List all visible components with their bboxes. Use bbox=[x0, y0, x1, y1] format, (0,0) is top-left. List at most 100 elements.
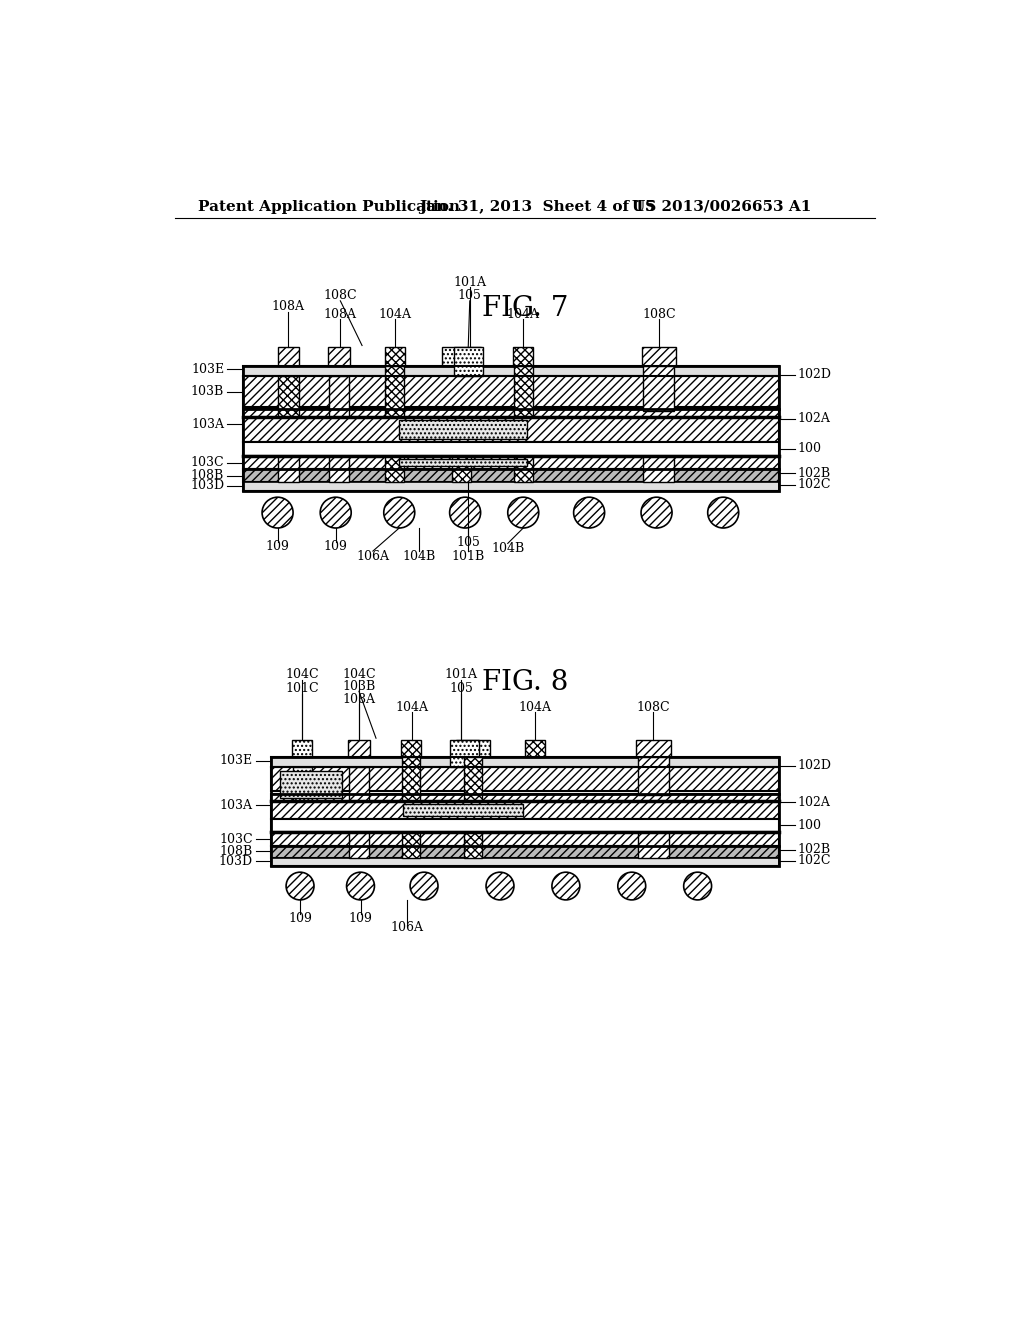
Bar bbox=[243, 409, 779, 442]
Bar bbox=[385, 455, 403, 482]
Bar bbox=[399, 459, 527, 466]
Text: 104B: 104B bbox=[492, 543, 524, 554]
Text: Jan. 31, 2013  Sheet 4 of 15: Jan. 31, 2013 Sheet 4 of 15 bbox=[419, 199, 655, 214]
Circle shape bbox=[286, 873, 314, 900]
Text: 109: 109 bbox=[265, 540, 290, 553]
Bar bbox=[278, 347, 299, 367]
Text: Patent Application Publication: Patent Application Publication bbox=[198, 199, 460, 214]
Bar bbox=[271, 818, 779, 832]
Bar bbox=[271, 758, 779, 767]
Circle shape bbox=[262, 498, 293, 528]
Bar bbox=[348, 739, 370, 758]
Bar bbox=[643, 455, 675, 482]
Text: 103E: 103E bbox=[220, 754, 253, 767]
Text: 103B: 103B bbox=[342, 680, 376, 693]
Bar bbox=[279, 455, 299, 482]
Text: 103B: 103B bbox=[190, 385, 224, 399]
Bar bbox=[638, 758, 669, 795]
Circle shape bbox=[617, 873, 646, 900]
Text: 104A: 104A bbox=[396, 701, 429, 714]
Text: 102C: 102C bbox=[798, 854, 831, 867]
Text: US 2013/0026653 A1: US 2013/0026653 A1 bbox=[632, 199, 811, 214]
Text: 103C: 103C bbox=[190, 455, 224, 469]
Text: 104A: 104A bbox=[507, 308, 540, 321]
Bar bbox=[328, 347, 349, 367]
Text: 108A: 108A bbox=[342, 693, 376, 706]
Circle shape bbox=[384, 498, 415, 528]
Text: 108B: 108B bbox=[219, 845, 253, 858]
Bar bbox=[271, 793, 779, 818]
Bar bbox=[464, 832, 482, 858]
Text: 101A: 101A bbox=[454, 276, 486, 289]
Bar bbox=[279, 376, 299, 417]
Bar bbox=[400, 739, 421, 758]
Bar bbox=[293, 767, 311, 800]
Bar bbox=[349, 767, 369, 800]
Bar bbox=[385, 347, 404, 367]
Text: 100: 100 bbox=[798, 442, 821, 455]
Text: 105: 105 bbox=[450, 682, 473, 696]
Text: 106A: 106A bbox=[356, 549, 389, 562]
Text: 105: 105 bbox=[457, 536, 480, 549]
Text: 108C: 108C bbox=[637, 701, 671, 714]
Bar bbox=[513, 347, 534, 367]
Text: 106A: 106A bbox=[390, 921, 424, 935]
Text: 105: 105 bbox=[458, 289, 481, 302]
Bar bbox=[399, 420, 527, 438]
Text: 108A: 108A bbox=[272, 300, 305, 313]
Text: 102D: 102D bbox=[798, 368, 831, 381]
Text: 108C: 108C bbox=[642, 308, 676, 321]
Bar bbox=[271, 767, 779, 792]
Text: 102B: 102B bbox=[798, 843, 830, 857]
Text: 101C: 101C bbox=[286, 682, 319, 696]
Bar bbox=[243, 442, 779, 455]
Circle shape bbox=[486, 873, 514, 900]
Bar bbox=[638, 832, 669, 858]
Text: 104C: 104C bbox=[286, 668, 319, 681]
Text: 101A: 101A bbox=[444, 668, 478, 681]
Text: 108C: 108C bbox=[324, 289, 357, 302]
Text: 103A: 103A bbox=[191, 417, 224, 430]
Circle shape bbox=[346, 873, 375, 900]
Bar bbox=[401, 832, 420, 858]
Bar bbox=[464, 758, 482, 800]
Text: 103C: 103C bbox=[219, 833, 253, 846]
Circle shape bbox=[410, 873, 438, 900]
Circle shape bbox=[450, 498, 480, 528]
Text: 100: 100 bbox=[798, 818, 821, 832]
Bar bbox=[642, 347, 676, 367]
Bar bbox=[514, 455, 532, 482]
Bar bbox=[271, 858, 779, 866]
Bar bbox=[271, 832, 779, 846]
Bar bbox=[329, 455, 349, 482]
Bar bbox=[349, 832, 369, 858]
Text: 104B: 104B bbox=[402, 549, 435, 562]
Text: 108B: 108B bbox=[190, 469, 224, 482]
Text: 103E: 103E bbox=[190, 363, 224, 376]
Text: 102D: 102D bbox=[798, 759, 831, 772]
Bar bbox=[243, 367, 779, 491]
Bar bbox=[643, 367, 675, 411]
Circle shape bbox=[684, 873, 712, 900]
Bar bbox=[514, 367, 532, 417]
Bar bbox=[454, 347, 483, 376]
Bar bbox=[401, 758, 420, 800]
Text: 102A: 102A bbox=[798, 796, 830, 809]
Bar bbox=[243, 376, 779, 407]
Circle shape bbox=[708, 498, 738, 528]
Bar bbox=[385, 367, 403, 417]
Text: 109: 109 bbox=[288, 912, 312, 925]
Bar bbox=[243, 367, 779, 376]
Text: 108A: 108A bbox=[324, 308, 356, 321]
Bar bbox=[450, 739, 479, 767]
Circle shape bbox=[508, 498, 539, 528]
Text: FIG. 7: FIG. 7 bbox=[481, 296, 568, 322]
Circle shape bbox=[641, 498, 672, 528]
Bar bbox=[243, 482, 779, 491]
Text: 103D: 103D bbox=[219, 855, 253, 869]
Text: 103A: 103A bbox=[220, 799, 253, 812]
Circle shape bbox=[321, 498, 351, 528]
Text: FIG. 8: FIG. 8 bbox=[481, 668, 568, 696]
Bar bbox=[292, 739, 312, 758]
Bar bbox=[442, 347, 480, 367]
